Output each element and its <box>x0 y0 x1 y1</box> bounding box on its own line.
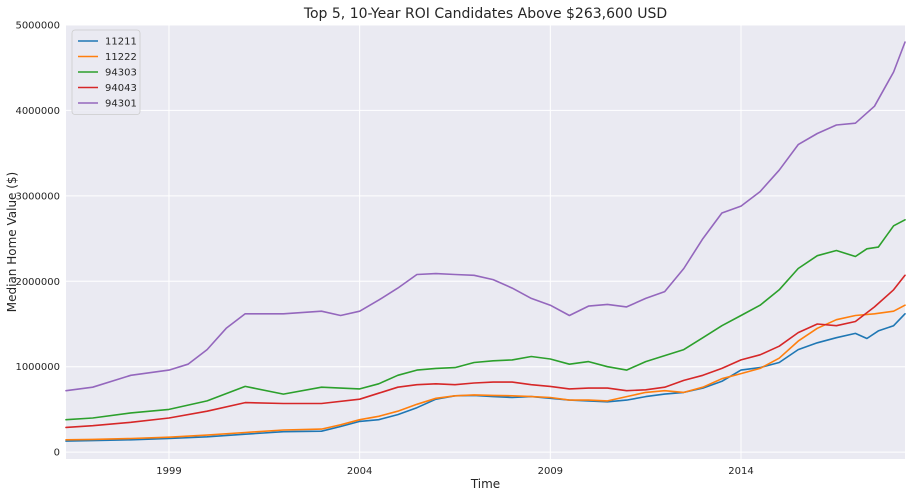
legend-label: 11211 <box>105 37 137 48</box>
x-tick-label: 2004 <box>347 466 372 477</box>
series-line-11222 <box>65 304 906 441</box>
y-tick-label: 1000000 <box>15 362 60 373</box>
legend: 11211 11222 94303 94043 94301 <box>71 29 141 115</box>
y-tick-label: 2000000 <box>15 277 60 288</box>
y-axis-ticks: 0 1000000 2000000 3000000 4000000 5000000 <box>15 21 60 459</box>
legend-label: 94303 <box>105 68 137 79</box>
series-line-94043 <box>65 274 906 429</box>
legend-box <box>71 29 141 115</box>
series-lines <box>65 41 906 442</box>
y-axis-title: Median Home Value ($) <box>5 172 19 312</box>
series-line-94303 <box>65 219 906 421</box>
x-tick-label: 1999 <box>156 466 181 477</box>
y-tick-label: 0 <box>54 448 60 459</box>
x-tick-label: 2009 <box>538 466 563 477</box>
y-tick-label: 3000000 <box>15 191 60 202</box>
legend-label: 11222 <box>105 52 137 63</box>
y-tick-label: 5000000 <box>15 21 60 32</box>
series-line-94301 <box>65 41 906 392</box>
x-axis-ticks: 1999 2004 2009 2014 <box>156 466 753 477</box>
legend-label: 94043 <box>105 83 137 94</box>
chart-title: Top 5, 10-Year ROI Candidates Above $263… <box>303 6 667 22</box>
plot-area <box>66 25 905 459</box>
y-tick-label: 4000000 <box>15 106 60 117</box>
x-tick-label: 2014 <box>728 466 753 477</box>
grid-lines <box>66 24 905 459</box>
legend-label: 94301 <box>105 99 137 110</box>
x-axis-title: Time <box>470 477 500 491</box>
